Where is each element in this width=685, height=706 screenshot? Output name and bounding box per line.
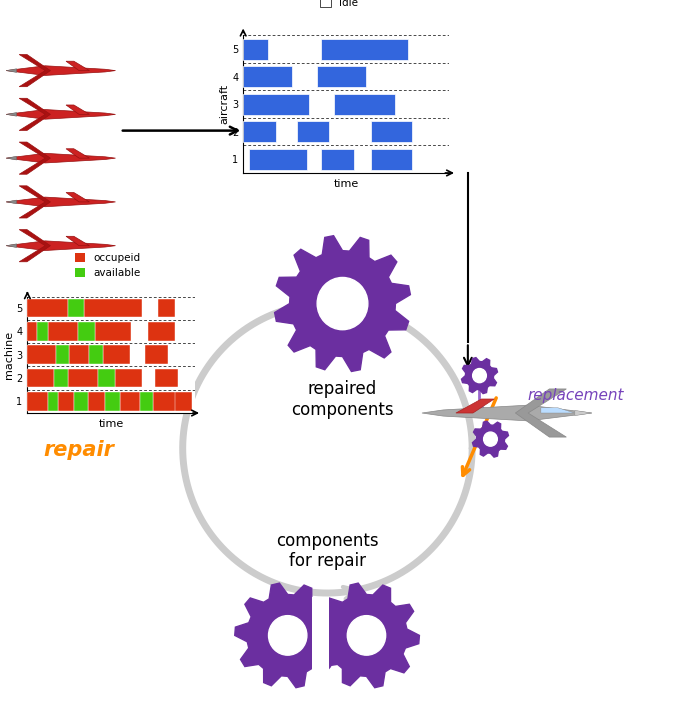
Polygon shape xyxy=(235,583,340,688)
Bar xyxy=(38,322,47,341)
Bar xyxy=(98,369,114,388)
Y-axis label: machine: machine xyxy=(3,330,14,379)
Polygon shape xyxy=(6,200,16,204)
Polygon shape xyxy=(19,229,51,262)
Bar xyxy=(243,121,276,142)
Polygon shape xyxy=(473,421,508,457)
Polygon shape xyxy=(6,241,116,251)
Bar xyxy=(103,345,129,364)
Bar xyxy=(77,322,95,341)
Y-axis label: aircraft: aircraft xyxy=(219,84,229,124)
Polygon shape xyxy=(66,105,90,114)
Bar xyxy=(140,392,153,411)
Circle shape xyxy=(484,432,497,446)
Bar xyxy=(88,392,105,411)
Polygon shape xyxy=(19,54,51,87)
Bar xyxy=(47,392,58,411)
Bar xyxy=(148,322,175,341)
Bar xyxy=(158,299,175,318)
Bar xyxy=(175,392,192,411)
Bar xyxy=(27,299,68,318)
Bar xyxy=(243,39,268,59)
Polygon shape xyxy=(456,399,494,413)
Text: replacement: replacement xyxy=(527,388,624,403)
Bar xyxy=(68,369,98,388)
Polygon shape xyxy=(422,405,592,421)
Circle shape xyxy=(269,616,307,655)
Bar xyxy=(27,345,56,364)
Bar xyxy=(27,369,54,388)
Polygon shape xyxy=(66,237,90,246)
Polygon shape xyxy=(462,357,497,394)
Bar xyxy=(58,392,75,411)
Polygon shape xyxy=(575,410,592,416)
Text: components
for repair: components for repair xyxy=(276,532,379,570)
Bar xyxy=(155,369,178,388)
Bar xyxy=(243,66,292,87)
Bar xyxy=(297,121,329,142)
Bar xyxy=(90,345,103,364)
Polygon shape xyxy=(66,61,90,71)
Bar xyxy=(334,94,395,114)
Circle shape xyxy=(473,369,486,383)
Bar xyxy=(69,345,90,364)
Polygon shape xyxy=(275,236,410,371)
Legend: operating, idle: operating, idle xyxy=(321,0,390,8)
Bar xyxy=(321,149,354,169)
Bar xyxy=(120,392,140,411)
Bar xyxy=(56,345,69,364)
Bar xyxy=(145,345,169,364)
X-axis label: time: time xyxy=(99,419,124,429)
Legend: occupeid, available: occupeid, available xyxy=(75,253,140,278)
Bar xyxy=(105,392,120,411)
Polygon shape xyxy=(66,193,90,202)
Polygon shape xyxy=(6,68,16,73)
Text: repair: repair xyxy=(43,440,114,460)
Polygon shape xyxy=(314,583,419,688)
Polygon shape xyxy=(515,389,566,437)
Bar xyxy=(249,149,307,169)
X-axis label: time: time xyxy=(334,179,358,189)
Polygon shape xyxy=(66,149,90,158)
Bar xyxy=(27,392,47,411)
Polygon shape xyxy=(6,197,116,207)
Bar xyxy=(95,322,132,341)
Bar xyxy=(371,149,412,169)
Polygon shape xyxy=(19,142,51,174)
Polygon shape xyxy=(19,186,51,218)
Polygon shape xyxy=(6,156,16,160)
Polygon shape xyxy=(6,244,16,248)
Polygon shape xyxy=(6,66,116,76)
Text: repaired
components: repaired components xyxy=(291,380,394,419)
Bar xyxy=(153,392,177,411)
Polygon shape xyxy=(19,98,51,131)
Bar xyxy=(321,39,408,59)
Polygon shape xyxy=(6,112,16,116)
Bar xyxy=(27,322,38,341)
Bar xyxy=(68,299,84,318)
Circle shape xyxy=(347,616,386,655)
Bar xyxy=(47,322,77,341)
Bar xyxy=(243,94,309,114)
Bar xyxy=(312,597,329,674)
Polygon shape xyxy=(6,109,116,119)
Bar xyxy=(371,121,412,142)
Polygon shape xyxy=(6,153,116,163)
Bar xyxy=(114,369,142,388)
Bar xyxy=(84,299,142,318)
Bar xyxy=(54,369,68,388)
Polygon shape xyxy=(541,408,575,413)
Bar xyxy=(75,392,88,411)
Bar xyxy=(317,66,366,87)
Circle shape xyxy=(317,277,368,330)
